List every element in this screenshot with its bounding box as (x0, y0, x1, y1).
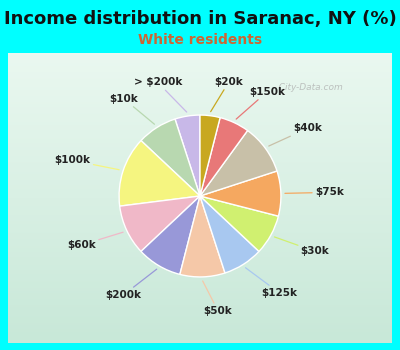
Wedge shape (200, 115, 220, 196)
Text: $30k: $30k (274, 237, 330, 256)
Wedge shape (200, 118, 248, 196)
Wedge shape (141, 196, 200, 274)
Text: $150k: $150k (236, 87, 285, 119)
Wedge shape (200, 196, 278, 251)
Text: $20k: $20k (211, 77, 243, 112)
Text: Income distribution in Saranac, NY (%): Income distribution in Saranac, NY (%) (4, 10, 396, 28)
Text: $10k: $10k (110, 94, 154, 124)
Text: $60k: $60k (67, 232, 123, 250)
Text: $100k: $100k (55, 155, 119, 170)
Wedge shape (120, 196, 200, 251)
Text: $200k: $200k (106, 269, 157, 300)
Text: City-Data.com: City-Data.com (273, 83, 342, 92)
Wedge shape (141, 119, 200, 196)
Wedge shape (180, 196, 225, 277)
Wedge shape (200, 131, 277, 196)
Wedge shape (119, 141, 200, 206)
Text: $50k: $50k (203, 281, 232, 316)
Text: White residents: White residents (138, 33, 262, 47)
Wedge shape (200, 196, 259, 273)
Text: $75k: $75k (285, 187, 344, 197)
Text: $40k: $40k (269, 124, 322, 146)
Wedge shape (175, 115, 200, 196)
Text: > $200k: > $200k (134, 77, 187, 112)
Text: $125k: $125k (246, 268, 298, 298)
Wedge shape (200, 171, 281, 216)
